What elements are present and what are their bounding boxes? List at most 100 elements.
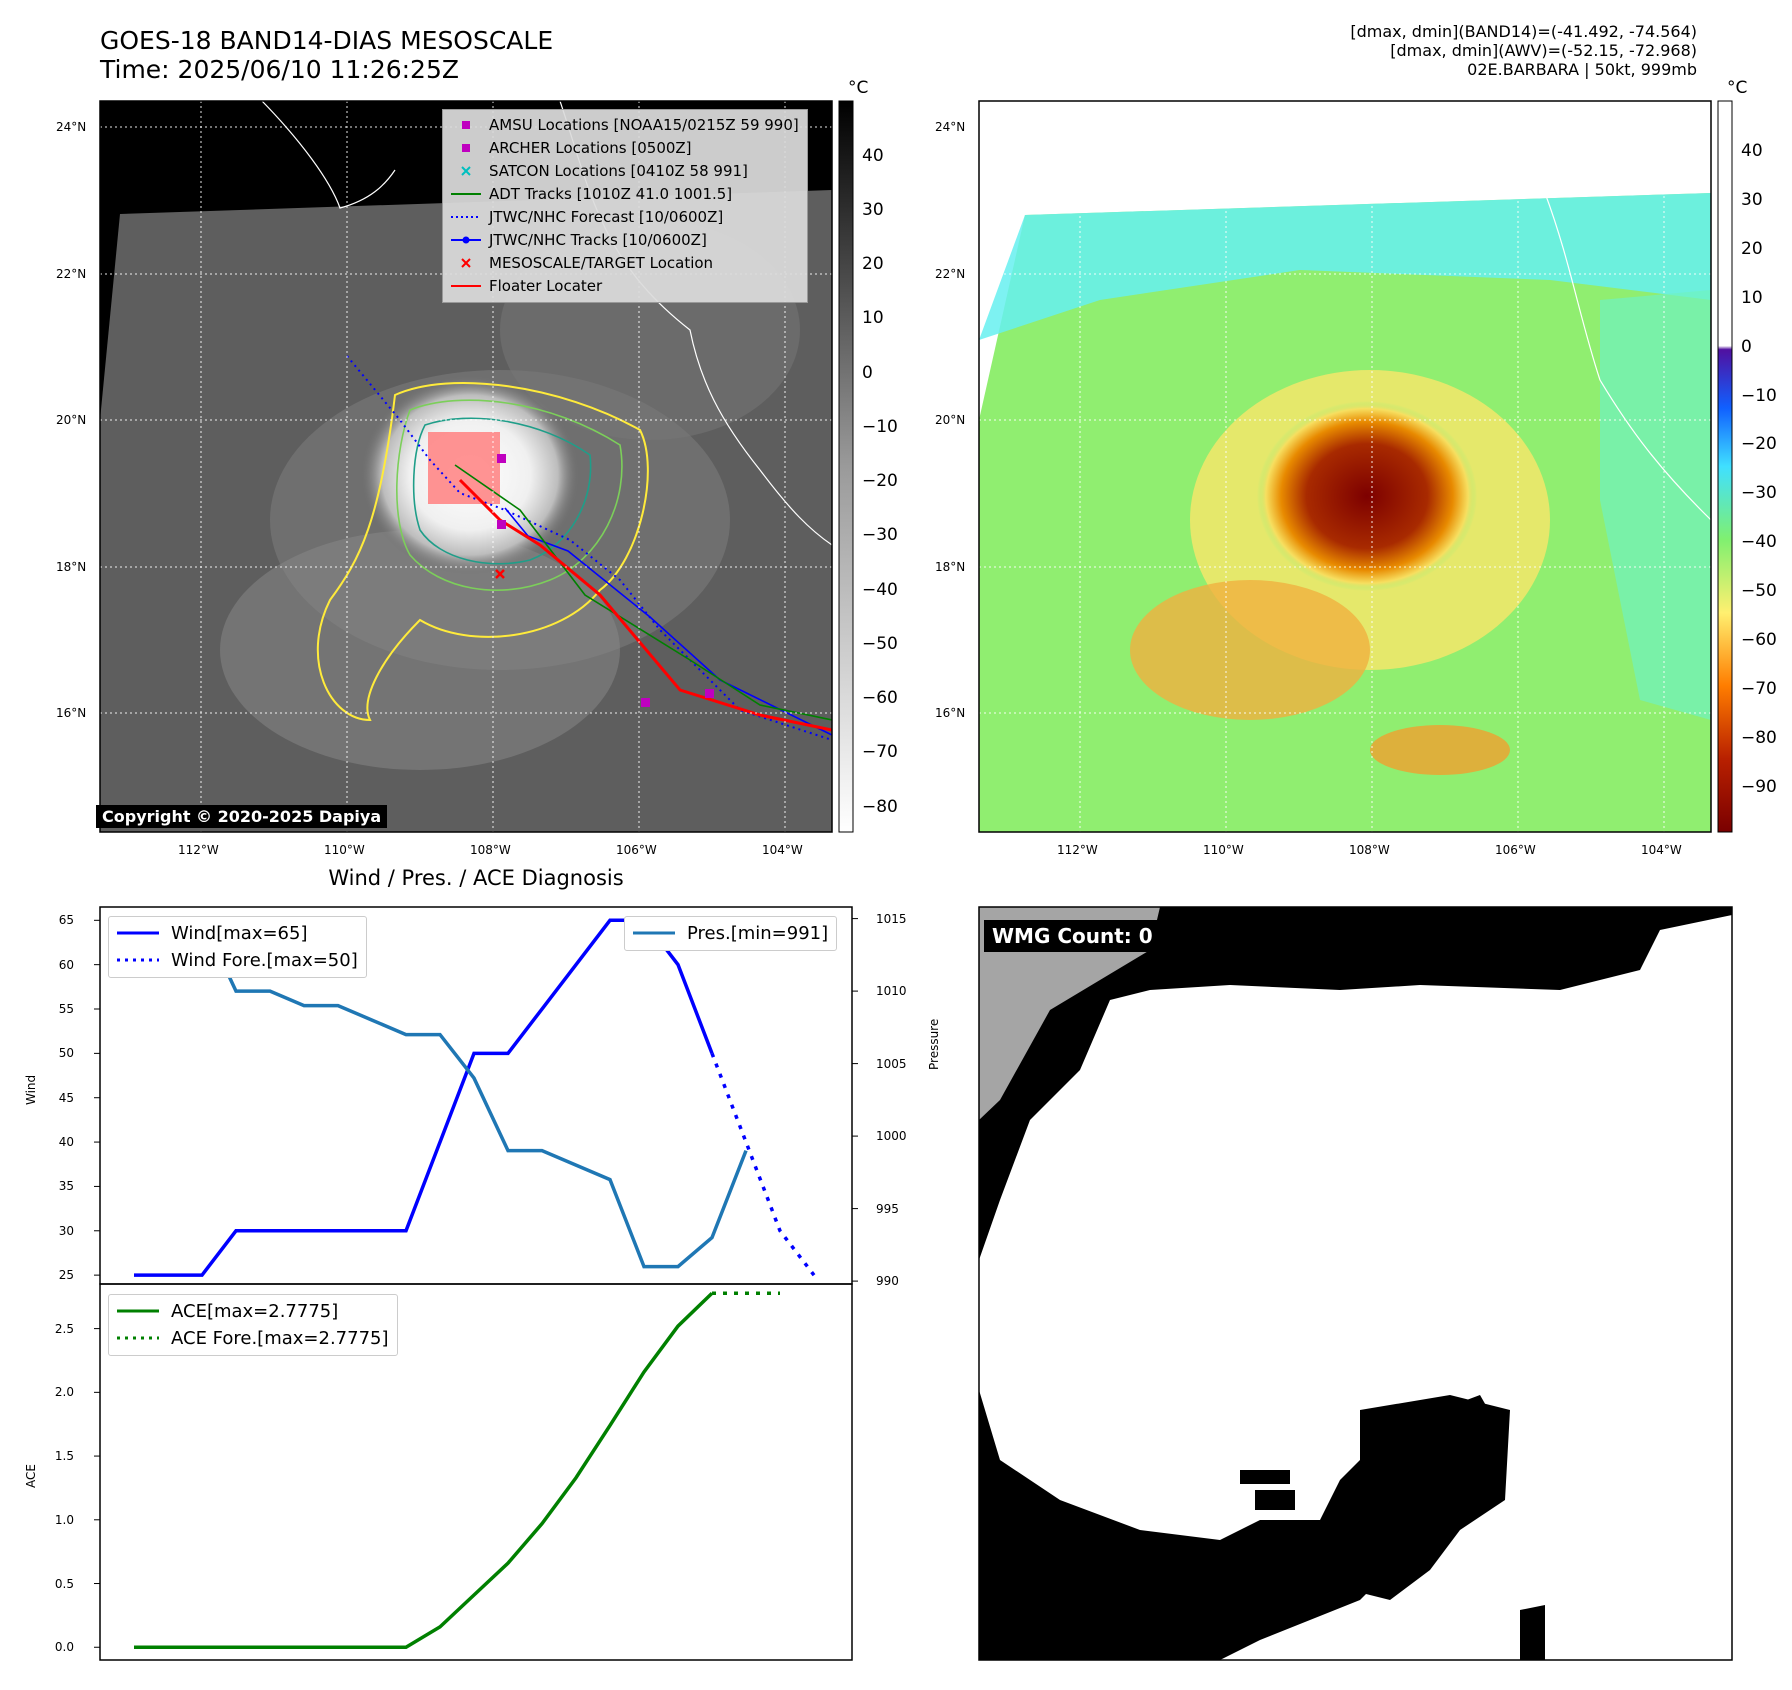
legend-item-ace: ACE[max=2.7775]: [117, 1298, 389, 1325]
amsu-marker: [497, 520, 506, 529]
colorbar-tick: −60: [862, 688, 898, 708]
legend-item-satcon: SATCON Locations [0410Z 58 991]: [461, 160, 799, 183]
ace-tick: 0.5: [54, 1576, 74, 1591]
wind-tick: 40: [58, 1135, 74, 1150]
wind-tick: 65: [58, 913, 74, 928]
ir-satellite-map: [100, 101, 832, 832]
legend-item-archer: ARCHER Locations [0500Z]: [462, 137, 799, 160]
lat-label: 16°N: [56, 706, 87, 720]
legend-item-pressure: Pres.[min=991]: [633, 920, 828, 947]
colorbar-tick: 20: [862, 254, 884, 274]
lat-label: 18°N: [935, 560, 966, 574]
colorbar-tick: 30: [862, 200, 884, 220]
legend-item-floater: Floater Locater: [451, 275, 799, 298]
series-line: [710, 1052, 816, 1277]
pressure-tick: 1010: [876, 984, 907, 999]
colorbar-tick: −70: [862, 742, 898, 762]
colorbar-tick: −80: [1741, 728, 1777, 748]
colorbar-tick: −30: [862, 525, 898, 545]
lon-label: 110°W: [1203, 843, 1244, 857]
colorbar-tick: −40: [1741, 532, 1777, 552]
ace-tick: 0.0: [54, 1640, 74, 1655]
colorbar-tick: −90: [1741, 777, 1777, 797]
pressure-tick: 990: [876, 1274, 899, 1289]
series-line: [134, 916, 748, 1269]
pressure-axis-label: Pressure: [927, 1018, 941, 1070]
line-icon: [451, 285, 481, 287]
floater-box: [428, 432, 500, 504]
colorbar-tick: −50: [1741, 581, 1777, 601]
wind-tick: 35: [58, 1179, 74, 1194]
colorbar-tick: −20: [1741, 434, 1777, 454]
wind-legend: Wind[max=65] Wind Fore.[max=50]: [108, 916, 367, 978]
lat-label: 16°N: [935, 706, 966, 720]
lat-label: 22°N: [935, 267, 966, 281]
jtwc-track: [504, 507, 832, 736]
lat-label: 20°N: [56, 413, 87, 427]
amsu-marker: [705, 689, 714, 698]
square-marker-icon: [462, 144, 470, 152]
colorbar-tick: 0: [1741, 337, 1752, 357]
ace-tick: 2.0: [54, 1385, 74, 1400]
adt-track: [454, 464, 832, 721]
wind-tick: 45: [58, 1090, 74, 1105]
lat-label: 18°N: [56, 560, 87, 574]
colorbar-tick: −60: [1741, 630, 1777, 650]
copyright-label: Copyright © 2020-2025 Dapiya: [96, 805, 388, 828]
colorbar-tick: −80: [862, 797, 898, 817]
chart-title: Wind / Pres. / ACE Diagnosis: [328, 866, 624, 890]
pressure-tick: 1000: [876, 1129, 907, 1144]
wind-tick: 50: [58, 1046, 74, 1061]
awv-colorbar: [1717, 100, 1733, 833]
contour-green: [396, 399, 623, 591]
legend-item-tracks: JTWC/NHC Tracks [10/0600Z]: [451, 229, 799, 252]
pressure-legend: Pres.[min=991]: [624, 916, 838, 951]
legend-item-adt: ADT Tracks [1010Z 41.0 1001.5]: [451, 183, 799, 206]
colorbar-tick: 30: [1741, 190, 1763, 210]
lon-label: 106°W: [616, 843, 657, 857]
colorbar-tick: −50: [862, 634, 898, 654]
dotted-line-icon: [117, 958, 159, 962]
dotted-line-icon: [117, 1336, 159, 1340]
intensity-info: [dmax, dmin](BAND14)=(-41.492, -74.564)[…: [1350, 22, 1697, 79]
figure-title: GOES-18 BAND14-DIAS MESOSCALE Time: 2025/…: [100, 26, 554, 84]
legend-item-ace-forecast: ACE Fore.[max=2.7775]: [117, 1325, 389, 1352]
pressure-tick: 1005: [876, 1056, 907, 1071]
colorbar-tick: 10: [1741, 288, 1763, 308]
legend-item-target: MESOSCALE/TARGET Location: [461, 252, 799, 275]
legend-item-wind: Wind[max=65]: [117, 920, 358, 947]
awv-grid: [979, 101, 1711, 832]
colorbar-tick: −10: [862, 417, 898, 437]
colorbar-tick: 40: [862, 146, 884, 166]
lon-label: 106°W: [1495, 843, 1536, 857]
ace-axes: [99, 1283, 853, 1661]
lon-label: 110°W: [324, 843, 365, 857]
pressure-tick: 1015: [876, 911, 907, 926]
archer-marker: [497, 454, 506, 463]
line-icon: [633, 931, 675, 935]
colorbar-tick: 20: [1741, 239, 1763, 259]
x-marker-icon: [461, 258, 471, 268]
colorbar-tick: −10: [1741, 386, 1777, 406]
ace-axis-label: ACE: [24, 1464, 38, 1488]
target-marker: [495, 569, 505, 579]
ace-tick: 2.5: [54, 1321, 74, 1336]
wind-tick: 30: [58, 1223, 74, 1238]
lon-label: 104°W: [1641, 843, 1682, 857]
wind-tick: 55: [58, 1002, 74, 1016]
colorbar-tick: −20: [862, 471, 898, 491]
contour-teal: [412, 417, 592, 565]
lat-label: 24°N: [935, 120, 966, 134]
lat-label: 20°N: [935, 413, 966, 427]
amsu-marker: [641, 698, 650, 707]
colorbar-unit: °C: [1727, 78, 1748, 98]
lon-label: 112°W: [1057, 843, 1098, 857]
lon-label: 104°W: [762, 843, 803, 857]
colorbar-unit: °C: [848, 78, 869, 98]
awv-core: [1257, 401, 1477, 591]
colorbar-tick: 10: [862, 308, 884, 328]
wind-tick: 60: [58, 957, 74, 972]
pressure-tick: 995: [876, 1201, 899, 1216]
wind-axis-label: Wind: [24, 1074, 38, 1105]
